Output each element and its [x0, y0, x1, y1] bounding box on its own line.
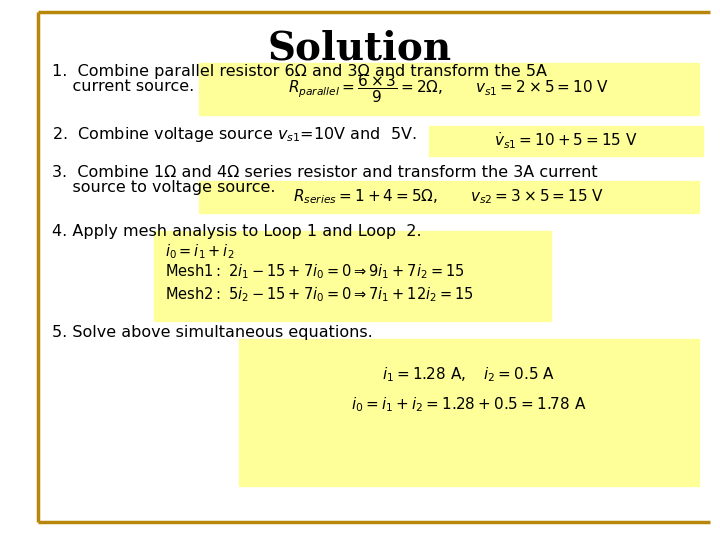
Text: 1.  Combine parallel resistor 6Ω and 3Ω and transform the 5A: 1. Combine parallel resistor 6Ω and 3Ω a…: [52, 64, 547, 79]
Text: $\dot{v}_{s1} = 10+5 = 15\ \mathrm{V}$: $\dot{v}_{s1} = 10+5 = 15\ \mathrm{V}$: [494, 131, 638, 151]
Text: $\mathrm{Mesh1:}\ 2i_1 - 15 + 7i_0 = 0 \Rightarrow 9i_1 + 7i_2 = 15$: $\mathrm{Mesh1:}\ 2i_1 - 15 + 7i_0 = 0 \…: [165, 262, 464, 281]
Text: $i_0 = i_1 + i_2 = 1.28+0.5 = 1.78\ \mathrm{A}$: $i_0 = i_1 + i_2 = 1.28+0.5 = 1.78\ \mat…: [351, 395, 587, 414]
Text: $R_{series} = 1+4 = 5\Omega, \qquad v_{s2} = 3 \times 5 = 15\ \mathrm{V}$: $R_{series} = 1+4 = 5\Omega, \qquad v_{s…: [294, 187, 605, 206]
FancyBboxPatch shape: [239, 339, 699, 486]
Text: $\mathrm{Mesh2:}\ 5i_2 - 15 + 7i_0 = 0 \Rightarrow 7i_1 + 12i_2 = 15$: $\mathrm{Mesh2:}\ 5i_2 - 15 + 7i_0 = 0 \…: [165, 285, 474, 303]
FancyBboxPatch shape: [199, 181, 699, 213]
FancyBboxPatch shape: [199, 63, 699, 115]
FancyBboxPatch shape: [429, 126, 703, 156]
Text: 2.  Combine voltage source $v_{s1}$=10V and  5V.: 2. Combine voltage source $v_{s1}$=10V a…: [52, 125, 417, 144]
Text: 5. Solve above simultaneous equations.: 5. Solve above simultaneous equations.: [52, 325, 373, 340]
Text: $i_0 = i_1 + i_2$: $i_0 = i_1 + i_2$: [165, 242, 235, 261]
Text: current source.: current source.: [52, 79, 194, 94]
Text: 4. Apply mesh analysis to Loop 1 and Loop  2.: 4. Apply mesh analysis to Loop 1 and Loo…: [52, 224, 422, 239]
Text: 3.  Combine 1Ω and 4Ω series resistor and transform the 3A current: 3. Combine 1Ω and 4Ω series resistor and…: [52, 165, 598, 180]
FancyBboxPatch shape: [154, 231, 551, 321]
Text: $i_1 = 1.28\ \mathrm{A},\quad i_2 = 0.5\ \mathrm{A}$: $i_1 = 1.28\ \mathrm{A},\quad i_2 = 0.5\…: [382, 365, 556, 384]
Text: source to voltage source.: source to voltage source.: [52, 180, 276, 195]
Text: $R_{parallel} = \dfrac{6 \times 3}{9} = 2\Omega, \qquad v_{s1} = 2 \times 5 = 10: $R_{parallel} = \dfrac{6 \times 3}{9} = …: [289, 72, 610, 105]
Text: Solution: Solution: [268, 30, 452, 68]
